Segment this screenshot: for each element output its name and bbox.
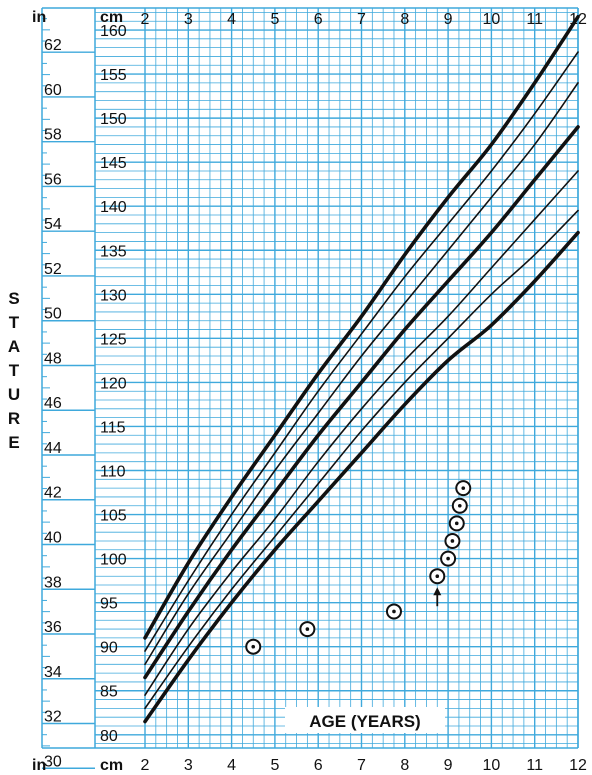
cm-unit-bottom: cm bbox=[100, 757, 123, 774]
age-tick-label-bottom: 7 bbox=[357, 757, 366, 774]
measurement-point-center bbox=[392, 609, 396, 614]
y-axis-title-letter: U bbox=[8, 385, 20, 404]
age-tick-label-top: 3 bbox=[184, 11, 193, 28]
arrow-head bbox=[433, 587, 442, 596]
measurement-point-center bbox=[457, 503, 462, 508]
cm-axis: 80 85 90 95 100 105 110 115 120 125 130 135 140 145 15… bbox=[100, 23, 127, 745]
age-tick-label-top: 2 bbox=[141, 11, 150, 28]
cm-tick-label: 155 bbox=[100, 67, 127, 84]
cm-unit-top: cm bbox=[100, 9, 123, 26]
age-tick-label-top: 11 bbox=[526, 11, 543, 28]
inch-tick-label: 48 bbox=[44, 350, 62, 367]
cm-tick-label: 100 bbox=[100, 552, 127, 569]
cm-tick-label: 125 bbox=[100, 331, 127, 348]
inch-tick-label: 36 bbox=[44, 619, 62, 636]
measurement-point-center bbox=[461, 486, 466, 490]
measurement-point-center bbox=[446, 556, 450, 561]
age-tick-label-bottom: 2 bbox=[141, 757, 150, 774]
inch-axis: 30 32 34 36 38 40 42 44 46 48 50 52 54 56 58 60 62 bbox=[42, 18, 95, 770]
inch-tick-label: 54 bbox=[44, 216, 62, 233]
inch-tick-label: 32 bbox=[44, 709, 62, 726]
age-tick-label-top: 8 bbox=[400, 11, 409, 28]
measurement-point-center bbox=[435, 574, 440, 579]
age-tick-label-top: 5 bbox=[270, 11, 279, 28]
inch-tick-label: 62 bbox=[44, 37, 62, 54]
cm-tick-label: 95 bbox=[100, 596, 118, 613]
inch-tick-label: 60 bbox=[44, 82, 62, 99]
cm-tick-label: 115 bbox=[100, 419, 126, 436]
x-axis-title-bg bbox=[285, 707, 445, 733]
age-tick-label-top: 10 bbox=[483, 11, 501, 28]
y-axis-title-letter: R bbox=[8, 409, 20, 428]
measurement-point-center bbox=[450, 539, 455, 543]
measurement-points bbox=[245, 480, 472, 655]
inch-tick-label: 40 bbox=[44, 530, 62, 547]
x-axis-title: AGE (YEARS) bbox=[309, 712, 420, 731]
inch-tick-label: 52 bbox=[44, 261, 62, 278]
age-tick-label-bottom: 8 bbox=[400, 757, 409, 774]
percentile-curves bbox=[143, 15, 580, 724]
inch-tick-label: 44 bbox=[44, 440, 62, 457]
cm-tick-label: 110 bbox=[100, 464, 126, 481]
age-tick-label-bottom: 12 bbox=[569, 757, 587, 774]
percentile-curve-bold bbox=[143, 125, 580, 680]
cm-tick-label: 140 bbox=[100, 199, 127, 216]
measurement-point-center bbox=[251, 644, 256, 649]
cm-tick-label: 120 bbox=[100, 375, 127, 392]
age-tick-label-bottom: 3 bbox=[184, 757, 193, 774]
inch-tick-label: 50 bbox=[44, 306, 62, 323]
age-tick-label-top: 7 bbox=[357, 11, 366, 28]
cm-tick-label: 105 bbox=[100, 508, 127, 525]
cm-tick-label: 145 bbox=[100, 155, 127, 172]
y-axis-title-letter: A bbox=[8, 337, 20, 356]
inch-tick-label: 46 bbox=[44, 395, 62, 412]
age-tick-label-bottom: 11 bbox=[526, 757, 543, 774]
inch-unit-top: in bbox=[32, 9, 46, 26]
age-tick-label-top: 4 bbox=[227, 11, 236, 28]
inch-tick-label: 56 bbox=[44, 171, 62, 188]
inch-tick-label: 34 bbox=[44, 664, 62, 681]
age-tick-label-bottom: 10 bbox=[483, 757, 501, 774]
cm-tick-label: 80 bbox=[100, 728, 118, 745]
measurement-point-center bbox=[305, 627, 310, 631]
inch-tick-label: 30 bbox=[44, 753, 62, 770]
y-axis-title-letter: T bbox=[9, 361, 20, 380]
percentile-curve bbox=[144, 82, 579, 666]
grid-layer bbox=[41, 7, 579, 749]
age-tick-label-top: 6 bbox=[314, 11, 323, 28]
cm-tick-label: 150 bbox=[100, 111, 127, 128]
inch-tick-label: 38 bbox=[44, 574, 62, 591]
percentile-curve-bold bbox=[143, 15, 580, 640]
inch-unit-bottom: in bbox=[32, 757, 46, 774]
age-tick-label-bottom: 5 bbox=[270, 757, 279, 774]
percentile-curve bbox=[144, 51, 579, 652]
cm-tick-label: 130 bbox=[100, 287, 127, 304]
y-axis-title-letter: T bbox=[9, 313, 20, 332]
percentile-curve bbox=[144, 209, 579, 710]
inch-tick-label: 58 bbox=[44, 127, 62, 144]
inch-tick-label: 42 bbox=[44, 485, 62, 502]
cm-tick-label: 90 bbox=[100, 640, 118, 657]
percentile-curve-bold bbox=[143, 230, 580, 724]
y-axis-title-letter: S bbox=[8, 289, 19, 308]
cm-tick-label: 135 bbox=[100, 243, 127, 260]
age-tick-label-bottom: 6 bbox=[314, 757, 323, 774]
measurement-point-center bbox=[454, 521, 459, 526]
cm-tick-label: 85 bbox=[100, 684, 118, 701]
percentile-curve bbox=[144, 170, 579, 696]
y-axis-title-letter: E bbox=[8, 433, 19, 452]
age-tick-label-top: 9 bbox=[444, 11, 453, 28]
cm-tick-label: 160 bbox=[100, 23, 127, 40]
age-tick-label-bottom: 9 bbox=[444, 757, 453, 774]
age-tick-label-bottom: 4 bbox=[227, 757, 236, 774]
